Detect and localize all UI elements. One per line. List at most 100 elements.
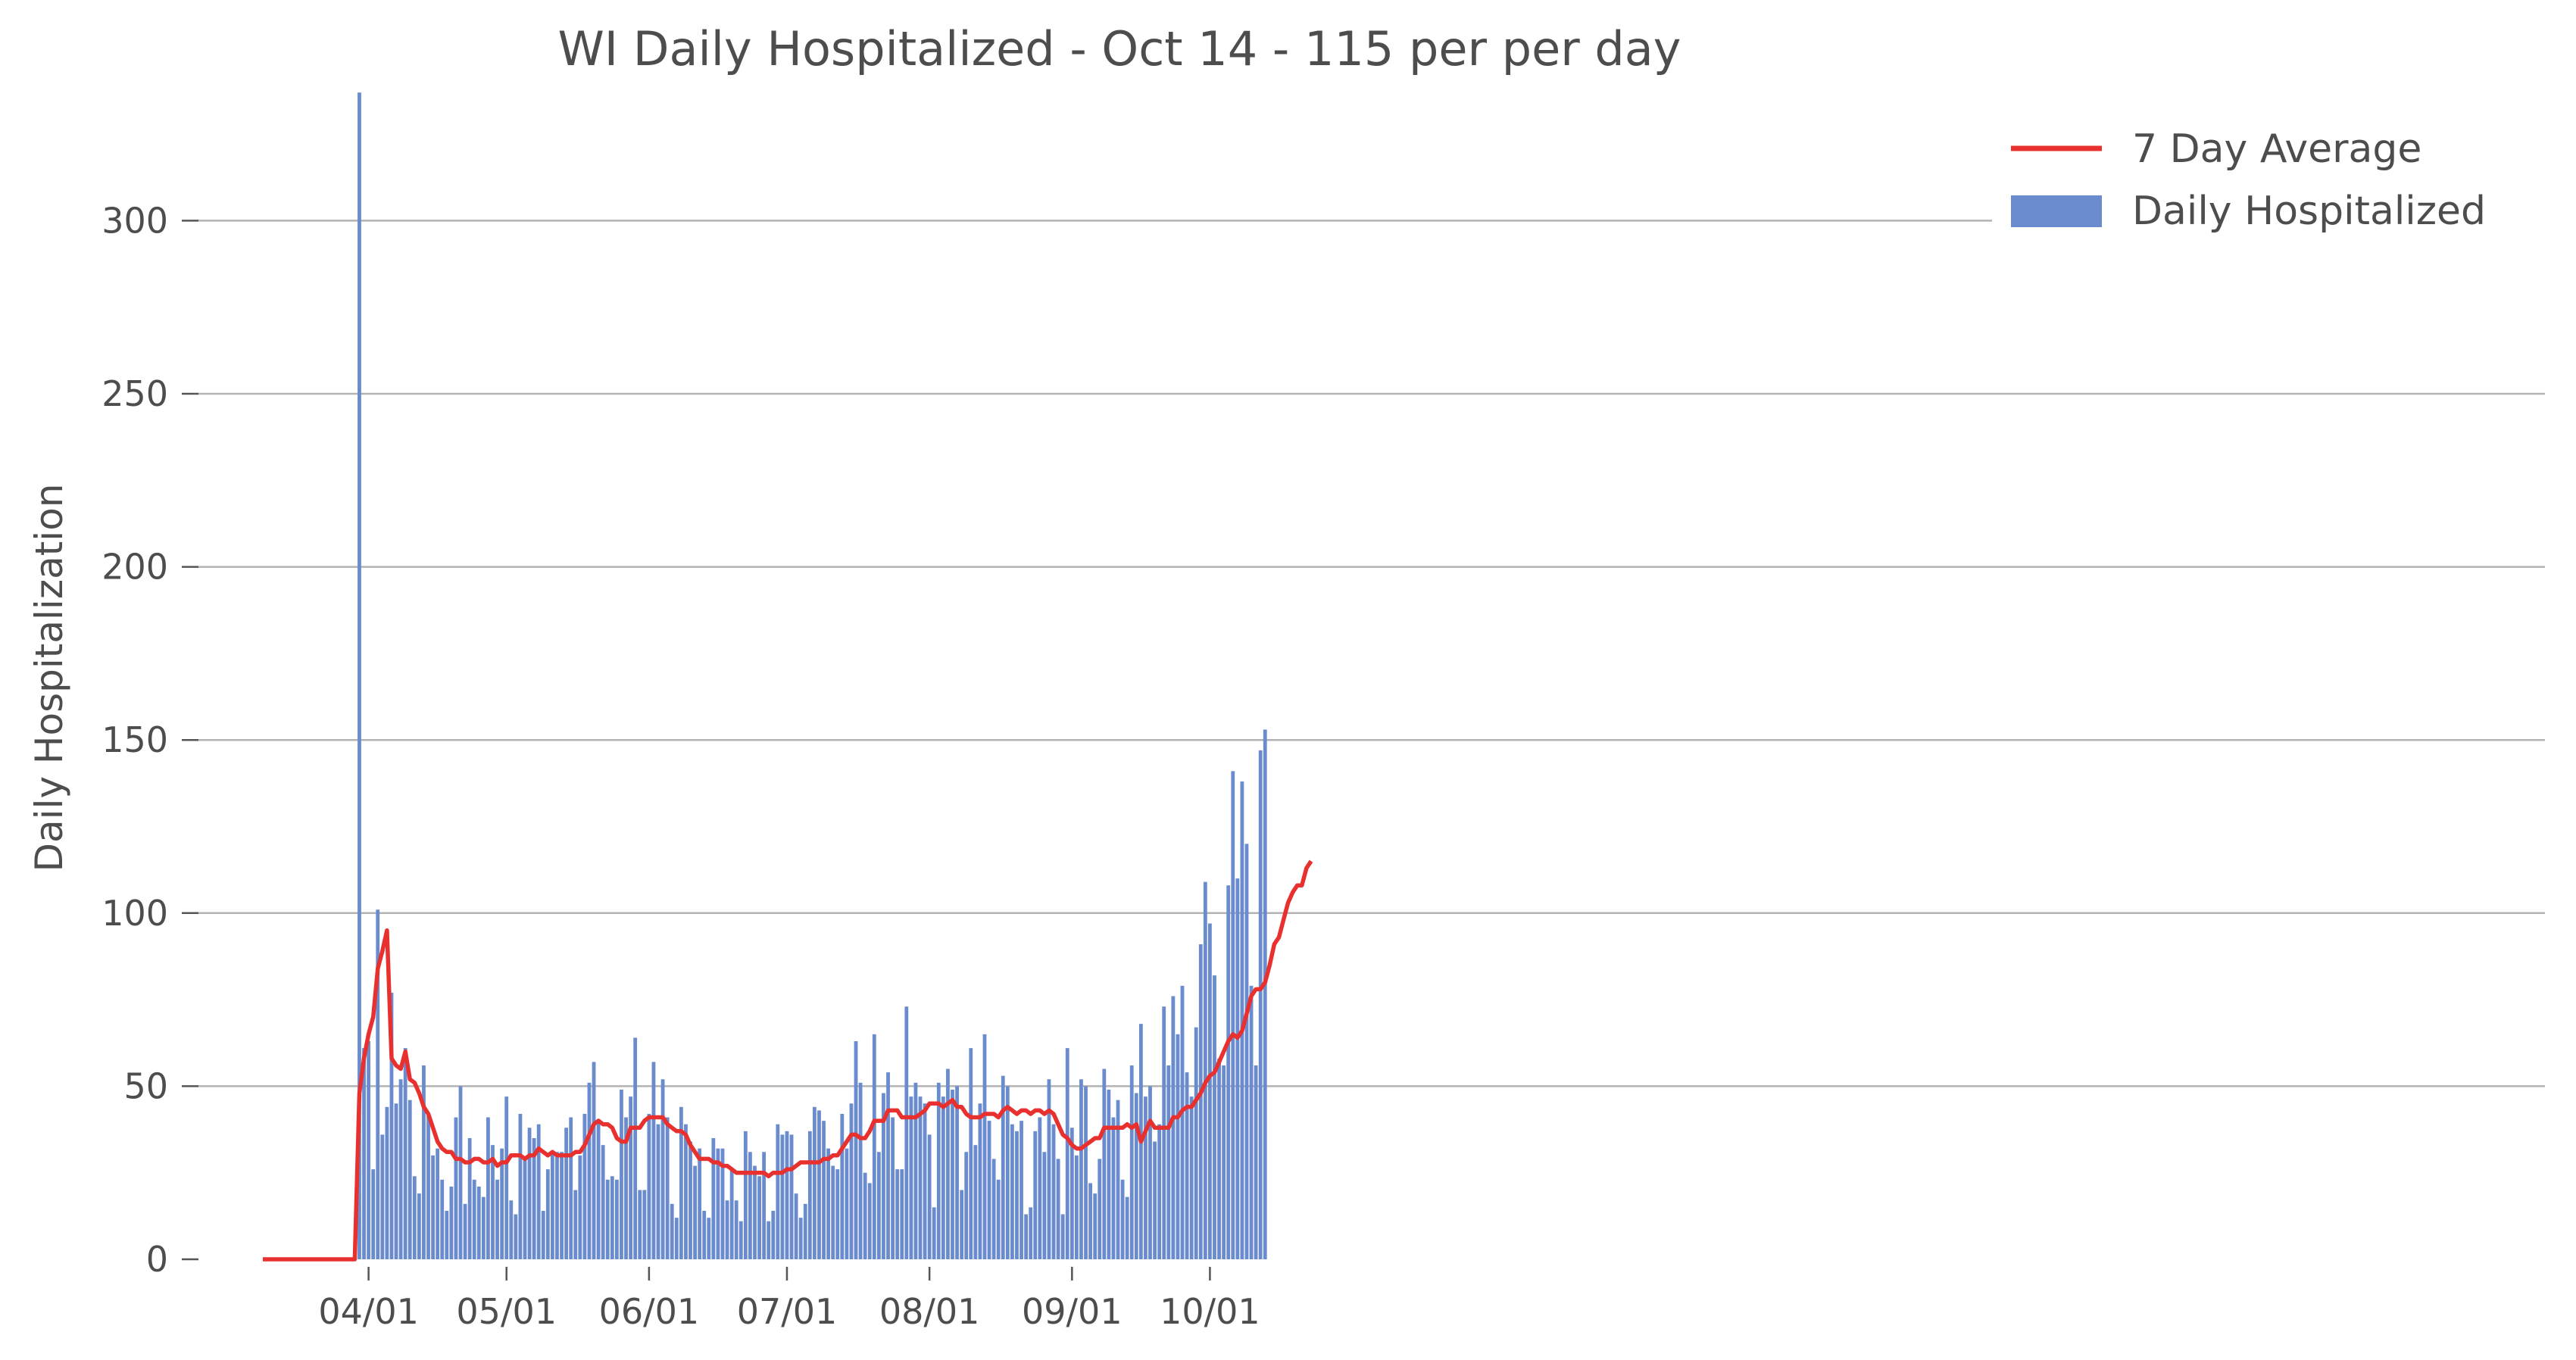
chart-title: WI Daily Hospitalized - Oct 14 - 115 per…	[558, 21, 1681, 76]
bar	[1069, 1128, 1074, 1259]
bar	[587, 1082, 592, 1259]
bar	[753, 1165, 757, 1259]
bar	[1148, 1086, 1152, 1259]
bar	[592, 1062, 596, 1259]
bar	[582, 1113, 587, 1259]
y-tick-label: 200	[101, 547, 168, 588]
bar	[1015, 1131, 1019, 1259]
bar	[807, 1131, 812, 1259]
bar	[900, 1169, 904, 1259]
bar	[601, 1145, 605, 1259]
gridlines	[198, 220, 2545, 1087]
x-tick-label: 09/01	[1022, 1291, 1123, 1332]
x-tick-label: 07/01	[737, 1291, 838, 1332]
bar	[398, 1079, 403, 1259]
bar	[407, 1100, 412, 1259]
bar	[504, 1096, 509, 1259]
bar	[918, 1096, 923, 1259]
bar	[1074, 1155, 1079, 1259]
bar	[426, 1113, 430, 1259]
x-tick-label: 05/01	[456, 1291, 557, 1332]
bar	[394, 1103, 398, 1259]
x-tick-label: 04/01	[318, 1291, 419, 1332]
bar	[481, 1196, 486, 1259]
bar	[831, 1165, 835, 1259]
bar	[486, 1117, 490, 1259]
bar-series	[358, 92, 1267, 1260]
bar	[813, 1106, 817, 1259]
bar	[951, 1089, 954, 1259]
bar	[463, 1203, 467, 1259]
bar	[1222, 1065, 1226, 1259]
bar	[1029, 1207, 1033, 1259]
y-tick-label: 100	[101, 893, 168, 934]
bar	[1019, 1121, 1023, 1259]
bar	[941, 1096, 945, 1259]
bar	[527, 1128, 532, 1259]
bar	[1024, 1214, 1029, 1259]
bar	[743, 1131, 748, 1259]
bar	[1001, 1075, 1005, 1259]
legend-label-7-day-average: 7 Day Average	[2132, 126, 2421, 172]
bar	[380, 1134, 385, 1259]
bar	[629, 1096, 632, 1259]
bar	[716, 1148, 720, 1259]
bar	[1166, 1065, 1171, 1259]
bar	[913, 1082, 918, 1259]
bar	[849, 1103, 854, 1259]
bar	[495, 1179, 499, 1259]
bar	[358, 92, 361, 1260]
bar	[624, 1117, 628, 1259]
bar	[1254, 1065, 1258, 1259]
bar	[633, 1037, 638, 1259]
x-tick-label: 10/01	[1160, 1291, 1260, 1332]
bar	[610, 1176, 614, 1259]
bar	[440, 1179, 445, 1259]
bar	[863, 1172, 867, 1259]
bar	[964, 1152, 969, 1259]
bar	[909, 1096, 913, 1259]
bar	[725, 1200, 729, 1259]
bar	[803, 1203, 807, 1259]
bar	[826, 1148, 831, 1259]
bar	[1116, 1100, 1120, 1259]
bar	[1153, 1141, 1157, 1259]
bar	[991, 1159, 996, 1259]
bar	[1042, 1152, 1047, 1259]
y-tick-label: 50	[123, 1065, 168, 1106]
x-axis-ticks: 04/01 05/01 06/01 07/01 08/01 09/01 10/01	[318, 1267, 1260, 1332]
bar	[927, 1134, 932, 1259]
legend-label-daily-hospitalized: Daily Hospitalized	[2132, 189, 2486, 234]
bar	[605, 1179, 610, 1259]
bar	[882, 1093, 885, 1259]
bar	[923, 1103, 927, 1259]
bar	[371, 1169, 376, 1259]
bar	[1047, 1079, 1051, 1259]
bar	[785, 1131, 789, 1259]
y-tick-label: 0	[146, 1239, 168, 1280]
x-tick-label: 06/01	[599, 1291, 700, 1332]
bar	[840, 1113, 845, 1259]
bar	[987, 1121, 991, 1259]
bar	[614, 1179, 619, 1259]
bar	[1060, 1214, 1065, 1259]
bar	[1125, 1196, 1129, 1259]
bar	[684, 1124, 688, 1259]
bar	[1088, 1183, 1092, 1259]
bar	[729, 1169, 734, 1259]
bar	[1258, 750, 1263, 1259]
bar	[431, 1155, 435, 1259]
bar	[1249, 985, 1254, 1259]
bar	[946, 1068, 950, 1259]
y-tick-label: 300	[101, 200, 168, 241]
bar	[789, 1134, 794, 1259]
bar	[545, 1169, 550, 1259]
bar	[817, 1110, 821, 1259]
bar	[748, 1152, 752, 1259]
bar	[936, 1082, 941, 1259]
bar	[596, 1121, 601, 1259]
bar	[674, 1218, 679, 1259]
bar	[698, 1148, 702, 1259]
bar	[541, 1210, 545, 1259]
